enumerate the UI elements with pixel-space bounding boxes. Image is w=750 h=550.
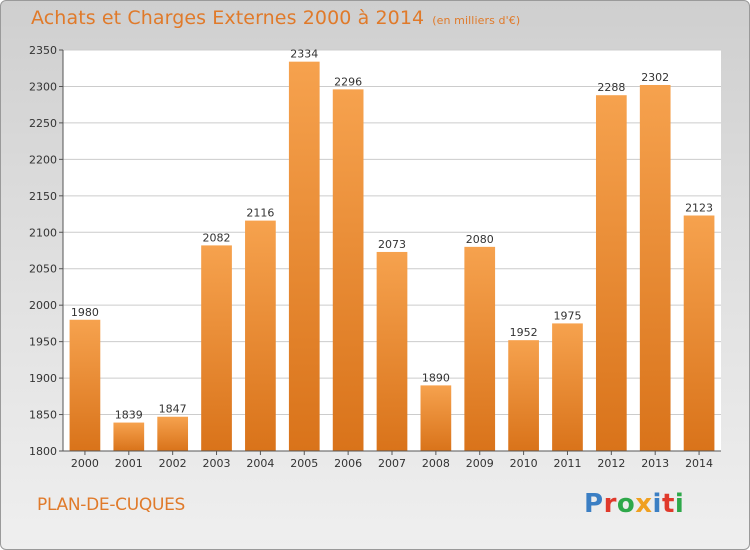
x-tick-label-2010: 2010 [510,457,538,470]
logo-letter: r [603,489,617,519]
y-tick-label: 1850 [29,409,57,422]
bar-2003 [201,245,232,451]
y-tick-label: 2200 [29,153,57,166]
x-tick-label-2004: 2004 [246,457,274,470]
x-tick-label-2013: 2013 [641,457,669,470]
chart-title: Achats et Charges Externes 2000 à 2014 (e… [31,7,520,29]
logo-letter: i [652,489,662,519]
x-tick-label-2002: 2002 [159,457,187,470]
data-label-2013: 2302 [641,71,669,84]
y-tick-label: 2150 [29,190,57,203]
y-tick-label: 2050 [29,263,57,276]
y-tick-label: 1800 [29,445,57,458]
y-tick-label: 2350 [29,44,57,57]
bar-2007 [376,251,408,451]
data-label-2010: 1952 [510,326,538,339]
bar-2008 [420,385,452,451]
data-label-2011: 1975 [553,309,581,322]
logo-letter: o [616,489,636,519]
x-tick-label-2014: 2014 [685,457,713,470]
data-label-2006: 2296 [334,75,362,88]
y-tick-label: 2100 [29,226,57,239]
x-tick-label-2005: 2005 [290,457,318,470]
x-tick-label-2001: 2001 [115,457,143,470]
bar-2002 [157,416,189,451]
x-tick-label-2009: 2009 [466,457,494,470]
x-tick-label-2000: 2000 [71,457,99,470]
y-tick-label: 2300 [29,80,57,93]
labels-layer: 1800 1850 1900 1950 2000 2050 2100 2150 2200 2250… [29,44,713,470]
bar-2012 [595,95,627,451]
data-label-2001: 1839 [115,409,143,422]
y-tick-label: 1900 [29,372,57,385]
y-tick-label: 2250 [29,117,57,130]
bar-2009 [464,246,496,451]
bar-2014 [683,215,715,451]
data-label-2014: 2123 [685,202,713,215]
y-tick-label: 2000 [29,299,57,312]
bar-2013 [639,84,671,451]
bar-2011 [552,323,583,451]
data-label-2002: 1847 [159,403,187,416]
bar-2004 [245,220,276,451]
x-tick-label-2007: 2007 [378,457,406,470]
logo-letter: x [635,489,653,519]
chart-title-text: Achats et Charges Externes 2000 à 2014 [31,7,425,29]
data-label-2004: 2116 [246,207,274,220]
data-label-2005: 2334 [290,48,318,61]
bar-2006 [332,89,364,451]
x-tick-label-2003: 2003 [203,457,231,470]
logo-letter: P [584,489,604,519]
bar-2005 [288,61,320,451]
data-label-2008: 1890 [422,371,450,384]
data-label-2007: 2073 [378,238,406,251]
data-label-2012: 2288 [597,81,625,94]
logo-letter: t [661,489,675,519]
bars-layer [69,61,715,451]
chart-unit: (en milliers d'€) [432,14,521,27]
data-label-2009: 2080 [466,233,494,246]
data-label-2000: 1980 [71,306,99,319]
x-tick-label-2006: 2006 [334,457,362,470]
axis-layer [59,49,721,455]
y-tick-label: 1950 [29,336,57,349]
x-tick-label-2012: 2012 [597,457,625,470]
data-label-2003: 2082 [203,231,231,244]
bar-2001 [113,422,145,451]
proxiti-logo: Proxiti [584,489,684,519]
x-tick-label-2011: 2011 [553,457,581,470]
x-tick-label-2008: 2008 [422,457,450,470]
bar-2010 [508,340,539,451]
city-name: PLAN-DE-CUQUES [37,495,186,515]
bar-2000 [69,319,101,451]
logo-letter: i [674,489,685,519]
